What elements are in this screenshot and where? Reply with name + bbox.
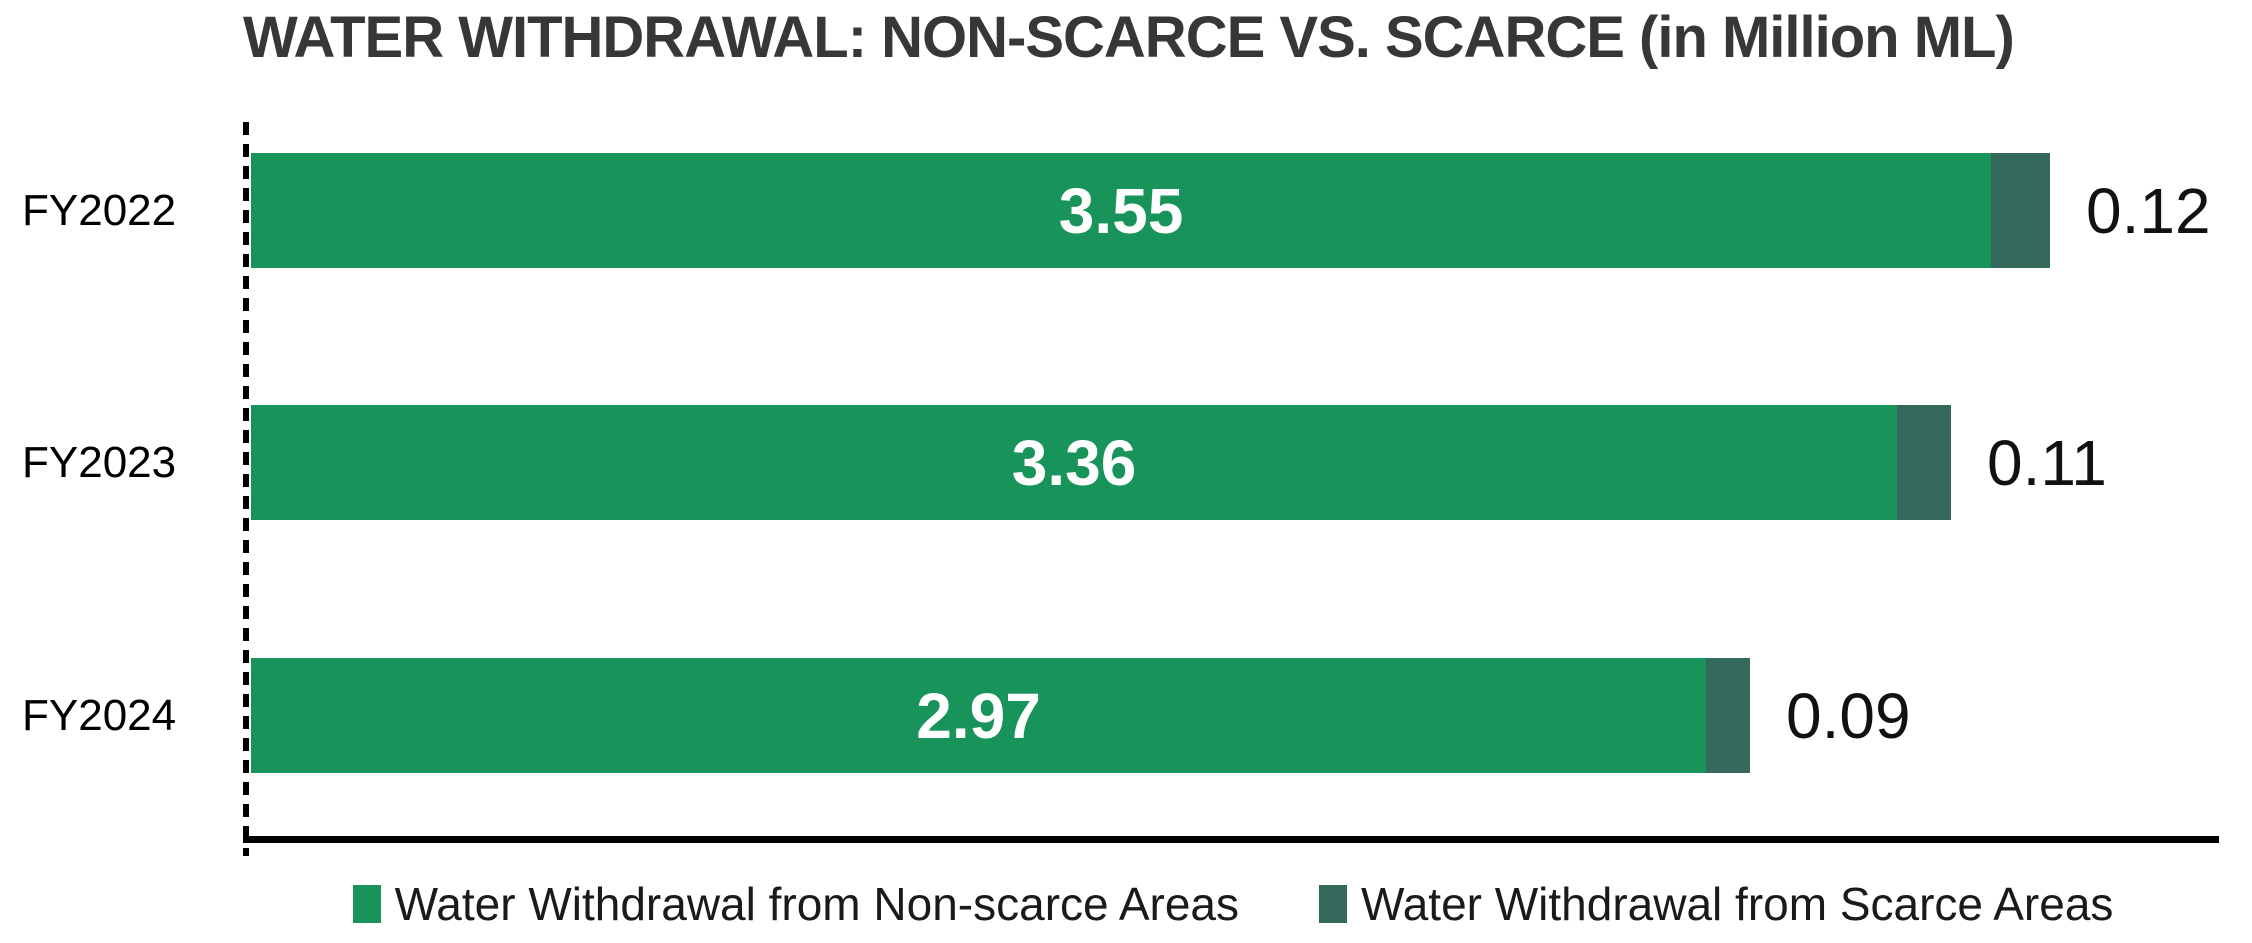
bar-segment-scarce [1991, 153, 2050, 268]
value-label-nonscarce: 3.55 [1058, 174, 1184, 247]
y-axis-dashed-line [243, 122, 249, 856]
legend-item-nonscarce: Water Withdrawal from Non-scarce Areas [352, 877, 1239, 931]
category-label-fy2022: FY2022 [22, 185, 177, 235]
legend: Water Withdrawal from Non-scarce Areas W… [247, 872, 2219, 936]
chart-title: WATER WITHDRAWAL: NON-SCARCE VS. SCARCE … [243, 5, 2015, 70]
legend-swatch-scarce-icon [1319, 885, 1347, 923]
bar-row-fy2024: 2.97 0.09 [251, 658, 1911, 773]
value-label-scarce: 0.11 [1987, 426, 2107, 499]
bar-segment-scarce [1897, 405, 1951, 520]
value-label-scarce: 0.09 [1786, 679, 1911, 752]
bar-segment-scarce [1706, 658, 1750, 773]
bar-segment-nonscarce: 3.36 [251, 405, 1897, 520]
bar-row-fy2022: 3.55 0.12 [251, 153, 2211, 268]
value-label-scarce: 0.12 [2086, 174, 2211, 247]
bar-segment-nonscarce: 3.55 [251, 153, 1991, 268]
x-axis-line [243, 836, 2219, 843]
bar-segment-nonscarce: 2.97 [251, 658, 1706, 773]
value-label-nonscarce: 2.97 [916, 679, 1041, 752]
legend-label-nonscarce: Water Withdrawal from Non-scarce Areas [394, 878, 1239, 930]
legend-label-scarce: Water Withdrawal from Scarce Areas [1361, 878, 2114, 930]
category-label-fy2024: FY2024 [22, 690, 177, 740]
legend-swatch-nonscarce-icon [352, 885, 381, 923]
category-label-fy2023: FY2023 [22, 437, 177, 487]
bar-row-fy2023: 3.36 0.11 [251, 405, 2107, 520]
value-label-nonscarce: 3.36 [1011, 426, 1137, 499]
legend-item-scarce: Water Withdrawal from Scarce Areas [1319, 877, 2113, 931]
